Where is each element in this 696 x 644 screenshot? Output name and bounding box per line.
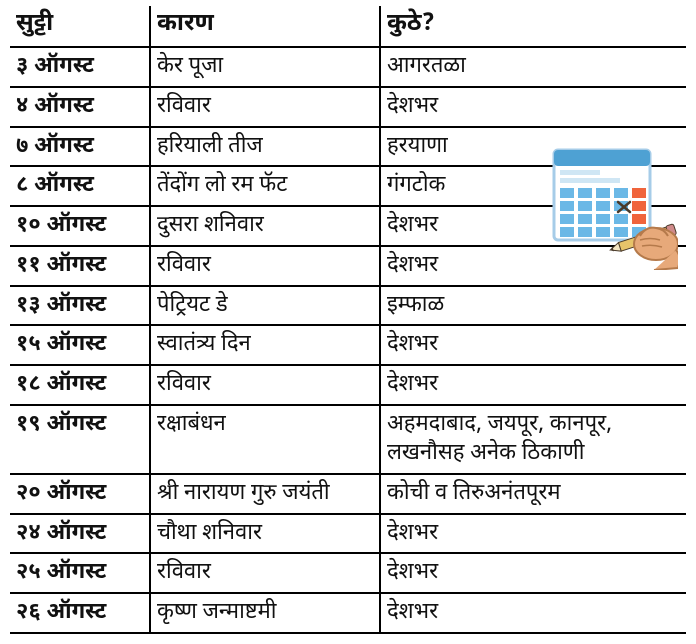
cell-date: २५ ऑगस्ट: [10, 553, 150, 593]
cell-date: ४ ऑगस्ट: [10, 87, 150, 127]
cell-reason: दुसरा शनिवार: [150, 206, 380, 246]
cell-date: २४ ऑगस्ट: [10, 514, 150, 554]
cell-date: १३ ऑगस्ट: [10, 286, 150, 326]
cell-where: देशभर: [380, 553, 686, 593]
table-row: २४ ऑगस्टचौथा शनिवारदेशभर: [10, 514, 686, 554]
table-row: ४ ऑगस्टरविवारदेशभर: [10, 87, 686, 127]
cell-date: ७ ऑगस्ट: [10, 127, 150, 167]
cell-where: कोची व तिरुअनंतपूरम: [380, 474, 686, 514]
cell-reason: रविवार: [150, 87, 380, 127]
cell-reason: श्री नारायण गुरु जयंती: [150, 474, 380, 514]
col-header-reason: कारण: [150, 6, 380, 47]
table-body: ३ ऑगस्टकेर पूजाआगरतळा ४ ऑगस्टरविवारदेशभर…: [10, 47, 686, 632]
table-row: १८ ऑगस्टरविवारदेशभर: [10, 365, 686, 405]
cell-where: देशभर: [380, 514, 686, 554]
cell-reason: पेट्रियट डे: [150, 286, 380, 326]
cell-reason: हरियाली तीज: [150, 127, 380, 167]
table-row: ३ ऑगस्टकेर पूजाआगरतळा: [10, 47, 686, 87]
table-row: १५ ऑगस्टस्वातंत्र्य दिनदेशभर: [10, 325, 686, 365]
cell-where: देशभर: [380, 593, 686, 633]
cell-where: देशभर: [380, 365, 686, 405]
cell-reason: केर पूजा: [150, 47, 380, 87]
cell-date: १० ऑगस्ट: [10, 206, 150, 246]
cell-where: अहमदाबाद, जयपूर, कानपूर, लखनौसह अनेक ठिक…: [380, 405, 686, 474]
table-header-row: सुट्टी कारण कुठे?: [10, 6, 686, 47]
calendar-icon-svg: [548, 140, 678, 270]
cell-reason: तेंदोंग लो रम फॅट: [150, 166, 380, 206]
cell-date: २६ ऑगस्ट: [10, 593, 150, 633]
cell-reason: चौथा शनिवार: [150, 514, 380, 554]
cell-where: आगरतळा: [380, 47, 686, 87]
cell-reason: रविवार: [150, 365, 380, 405]
cell-where: देशभर: [380, 325, 686, 365]
col-header-holiday: सुट्टी: [10, 6, 150, 47]
cell-date: ३ ऑगस्ट: [10, 47, 150, 87]
col-header-where: कुठे?: [380, 6, 686, 47]
holiday-table-wrap: सुट्टी कारण कुठे? ३ ऑगस्टकेर पूजाआगरतळा …: [0, 0, 696, 644]
table-row: १३ ऑगस्टपेट्रियट डेइम्फाळ: [10, 286, 686, 326]
table-row: २० ऑगस्टश्री नारायण गुरु जयंतीकोची व तिर…: [10, 474, 686, 514]
cell-reason: रविवार: [150, 553, 380, 593]
cell-date: ११ ऑगस्ट: [10, 246, 150, 286]
cell-reason: कृष्ण जन्माष्टमी: [150, 593, 380, 633]
cell-date: ८ ऑगस्ट: [10, 166, 150, 206]
holiday-table: सुट्टी कारण कुठे? ३ ऑगस्टकेर पूजाआगरतळा …: [10, 6, 686, 634]
cell-date: २० ऑगस्ट: [10, 474, 150, 514]
cell-reason: रविवार: [150, 246, 380, 286]
cell-where: इम्फाळ: [380, 286, 686, 326]
cell-reason: स्वातंत्र्य दिन: [150, 325, 380, 365]
table-row: २५ ऑगस्टरविवारदेशभर: [10, 553, 686, 593]
cell-reason: रक्षाबंधन: [150, 405, 380, 474]
cell-date: १८ ऑगस्ट: [10, 365, 150, 405]
cell-date: १५ ऑगस्ट: [10, 325, 150, 365]
cell-where: देशभर: [380, 87, 686, 127]
table-row: १९ ऑगस्टरक्षाबंधनअहमदाबाद, जयपूर, कानपूर…: [10, 405, 686, 474]
table-row: २६ ऑगस्टकृष्ण जन्माष्टमीदेशभर: [10, 593, 686, 633]
calendar-hand-icon: [548, 140, 678, 270]
cell-date: १९ ऑगस्ट: [10, 405, 150, 474]
